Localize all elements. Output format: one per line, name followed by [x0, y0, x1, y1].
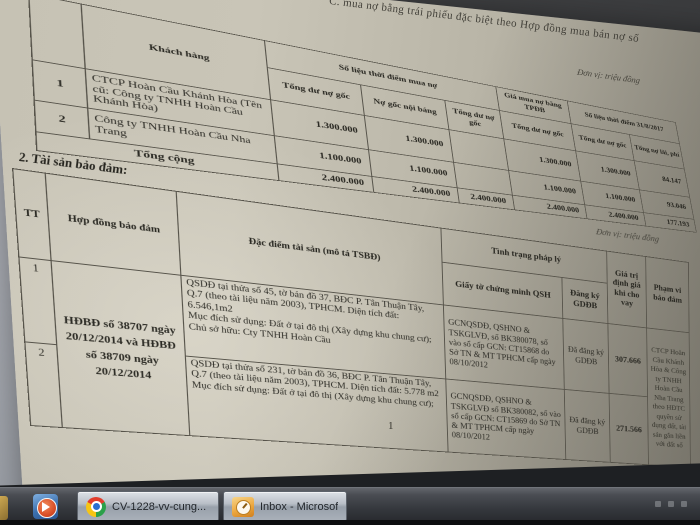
coll-col-scope: Phạm vi bảo đảm [645, 256, 690, 333]
chrome-icon [86, 496, 106, 517]
chrome-taskbar-button[interactable]: CV-1228-vv-cung... [77, 491, 219, 522]
outlook-taskbar-button[interactable]: Inbox - Microsoft ... [223, 491, 347, 522]
outlook-button-label: Inbox - Microsoft ... [260, 500, 338, 513]
coll-col-registration: Đăng ký GDĐB [561, 277, 608, 324]
page-number: 1 [388, 420, 394, 432]
debt-col-index [28, 0, 86, 69]
tray-icon[interactable] [681, 501, 687, 507]
coll-registration-cell: Đã đăng ký GDĐB [564, 389, 611, 463]
coll-registration-cell: Đã đăng ký GDĐB [562, 318, 610, 394]
taskbar: CV-1228-vv-cung... Inbox - Microsoft ... [0, 487, 700, 525]
chrome-button-label: CV-1228-vv-cung... [112, 500, 207, 513]
coll-papers-cell: GCNQSDĐ, QSHNO & TSKGLVĐ số BK380082, số… [445, 378, 566, 460]
play-icon [42, 502, 50, 512]
coll-scope-cell: CTCP Hoàn Cầu Khánh Hòa & Công ty TNHH H… [646, 327, 691, 468]
taskbar-edge-icon[interactable] [0, 496, 8, 520]
coll-col-value: Giá trị định giá khi cho vay [606, 251, 647, 328]
coll-value-cell: 271.566 [609, 393, 649, 465]
tray-icon[interactable] [655, 501, 661, 507]
system-tray-icons[interactable] [655, 501, 687, 507]
coll-value-cell: 307.666 [607, 323, 648, 397]
coll-col-contract: Hợp đồng bảo đảm [45, 173, 181, 276]
coll-row-no: 2 [24, 341, 63, 428]
tray-icon[interactable] [668, 501, 674, 507]
outlook-icon [232, 496, 254, 517]
taskbar-bottom-bezel [0, 520, 700, 525]
coll-papers-cell: GCNQSDĐ, QSHNO & TSKGLVĐ, số BK380078, s… [443, 304, 565, 390]
coll-contract-cell: HĐBĐ số 38707 ngày 20/12/2014 và HĐBĐ số… [51, 260, 190, 436]
media-player-icon[interactable] [33, 494, 58, 519]
